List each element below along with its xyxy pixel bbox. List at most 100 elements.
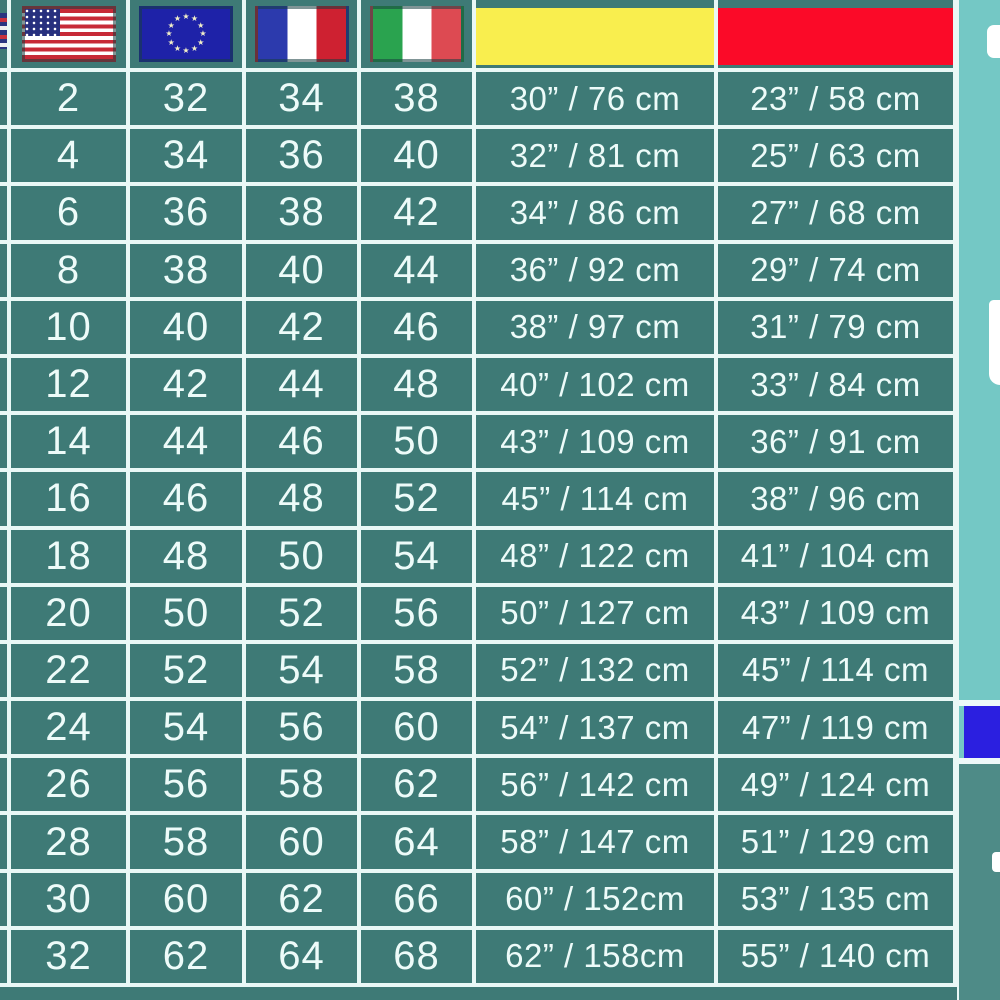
cell-it-size: 62 bbox=[361, 758, 472, 812]
cell-bust-measurement: 43” / 109 cm bbox=[476, 415, 714, 469]
cell-eu-size: 56 bbox=[130, 758, 242, 812]
cropped-white-shape-mid bbox=[989, 300, 1000, 385]
uk-flag-partial-icon bbox=[0, 13, 7, 49]
cell-fr-size: 62 bbox=[246, 872, 357, 926]
cell-us-size: 12 bbox=[11, 357, 126, 412]
bust-header-color-block bbox=[476, 8, 714, 65]
cell-bust-measurement: 38” / 97 cm bbox=[476, 300, 714, 354]
cell-bust-measurement: 60” / 152cm bbox=[476, 872, 714, 926]
cell-us-size: 24 bbox=[11, 701, 126, 755]
cell-eu-size: 32 bbox=[130, 72, 242, 126]
cell-eu-size: 52 bbox=[130, 643, 242, 698]
cell-it-size: 44 bbox=[361, 243, 472, 297]
cell-us-size: 18 bbox=[11, 529, 126, 583]
cell-waist-measurement: 31” / 79 cm bbox=[718, 300, 953, 354]
cell-partial-column bbox=[0, 243, 7, 297]
panel-bottom-section bbox=[959, 764, 1000, 1000]
cell-it-size: 48 bbox=[361, 357, 472, 412]
cell-waist-measurement: 43” / 109 cm bbox=[718, 586, 953, 640]
cell-it-size: 42 bbox=[361, 186, 472, 240]
cell-eu-size: 60 bbox=[130, 872, 242, 926]
header-cell-us bbox=[11, 0, 126, 68]
cell-waist-measurement: 47” / 119 cm bbox=[718, 701, 953, 755]
cell-waist-measurement: 55” / 140 cm bbox=[718, 929, 953, 983]
cell-fr-size: 56 bbox=[246, 701, 357, 755]
cell-bust-measurement: 34” / 86 cm bbox=[476, 186, 714, 240]
cell-bust-measurement: 48” / 122 cm bbox=[476, 529, 714, 583]
cell-us-size: 28 bbox=[11, 815, 126, 869]
cell-us-size: 22 bbox=[11, 643, 126, 698]
header-cell-france bbox=[246, 0, 357, 68]
cell-bust-measurement: 58” / 147 cm bbox=[476, 815, 714, 869]
cell-us-size: 26 bbox=[11, 758, 126, 812]
cell-fr-size: 64 bbox=[246, 929, 357, 983]
cell-partial-column bbox=[0, 529, 7, 583]
cell-waist-measurement: 51” / 129 cm bbox=[718, 815, 953, 869]
eu-flag-icon: ★ ★ ★ ★ ★ ★ ★ ★ ★ ★ ★ ★ bbox=[139, 6, 233, 62]
panel-divider-bottom bbox=[959, 758, 1000, 764]
cell-fr-size: 52 bbox=[246, 586, 357, 640]
cell-partial-column bbox=[0, 415, 7, 469]
cell-bust-measurement: 50” / 127 cm bbox=[476, 586, 714, 640]
cell-eu-size: 40 bbox=[130, 300, 242, 354]
cell-it-size: 40 bbox=[361, 129, 472, 183]
cell-waist-measurement: 27” / 68 cm bbox=[718, 186, 953, 240]
us-flag-icon bbox=[21, 6, 116, 62]
cell-us-size: 20 bbox=[11, 586, 126, 640]
cell-fr-size: 58 bbox=[246, 758, 357, 812]
cell-us-size: 16 bbox=[11, 472, 126, 526]
cell-waist-measurement: 33” / 84 cm bbox=[718, 357, 953, 412]
cell-fr-size: 44 bbox=[246, 357, 357, 412]
cell-it-size: 38 bbox=[361, 72, 472, 126]
cell-partial-column bbox=[0, 300, 7, 354]
cell-partial-column bbox=[0, 758, 7, 812]
cell-fr-size: 48 bbox=[246, 472, 357, 526]
cell-partial-column bbox=[0, 929, 7, 983]
blue-block-partial bbox=[964, 706, 1000, 758]
cell-fr-size: 36 bbox=[246, 129, 357, 183]
cell-waist-measurement: 25” / 63 cm bbox=[718, 129, 953, 183]
cell-partial-column bbox=[0, 701, 7, 755]
waist-header-color-block bbox=[718, 8, 953, 65]
cell-bust-measurement: 62” / 158cm bbox=[476, 929, 714, 983]
cell-bust-measurement: 56” / 142 cm bbox=[476, 758, 714, 812]
cell-bust-measurement: 45” / 114 cm bbox=[476, 472, 714, 526]
cell-partial-column bbox=[0, 186, 7, 240]
cell-partial-column bbox=[0, 872, 7, 926]
header-cell-waist bbox=[718, 0, 953, 68]
cell-us-size: 4 bbox=[11, 129, 126, 183]
cell-eu-size: 42 bbox=[130, 357, 242, 412]
cell-us-size: 10 bbox=[11, 300, 126, 354]
cell-it-size: 66 bbox=[361, 872, 472, 926]
cell-fr-size: 40 bbox=[246, 243, 357, 297]
cell-eu-size: 54 bbox=[130, 701, 242, 755]
right-cropped-panel bbox=[957, 0, 1000, 1000]
cell-it-size: 54 bbox=[361, 529, 472, 583]
cell-eu-size: 44 bbox=[130, 415, 242, 469]
france-flag-icon bbox=[254, 6, 349, 62]
cell-us-size: 30 bbox=[11, 872, 126, 926]
cell-fr-size: 60 bbox=[246, 815, 357, 869]
cell-eu-size: 36 bbox=[130, 186, 242, 240]
cropped-white-shape-top bbox=[987, 25, 1000, 58]
cell-it-size: 64 bbox=[361, 815, 472, 869]
panel-divider-top bbox=[959, 700, 1000, 706]
cell-waist-measurement: 41” / 104 cm bbox=[718, 529, 953, 583]
cell-it-size: 56 bbox=[361, 586, 472, 640]
cell-it-size: 58 bbox=[361, 643, 472, 698]
cell-fr-size: 42 bbox=[246, 300, 357, 354]
cell-it-size: 60 bbox=[361, 701, 472, 755]
cell-fr-size: 46 bbox=[246, 415, 357, 469]
cell-bust-measurement: 54” / 137 cm bbox=[476, 701, 714, 755]
cell-eu-size: 58 bbox=[130, 815, 242, 869]
cell-eu-size: 34 bbox=[130, 129, 242, 183]
cell-eu-size: 38 bbox=[130, 243, 242, 297]
cell-eu-size: 50 bbox=[130, 586, 242, 640]
cell-waist-measurement: 23” / 58 cm bbox=[718, 72, 953, 126]
cropped-white-shape-notch bbox=[992, 852, 1000, 872]
cell-partial-column bbox=[0, 815, 7, 869]
cell-it-size: 68 bbox=[361, 929, 472, 983]
cell-fr-size: 38 bbox=[246, 186, 357, 240]
header-cell-partial bbox=[0, 0, 7, 68]
cell-it-size: 52 bbox=[361, 472, 472, 526]
